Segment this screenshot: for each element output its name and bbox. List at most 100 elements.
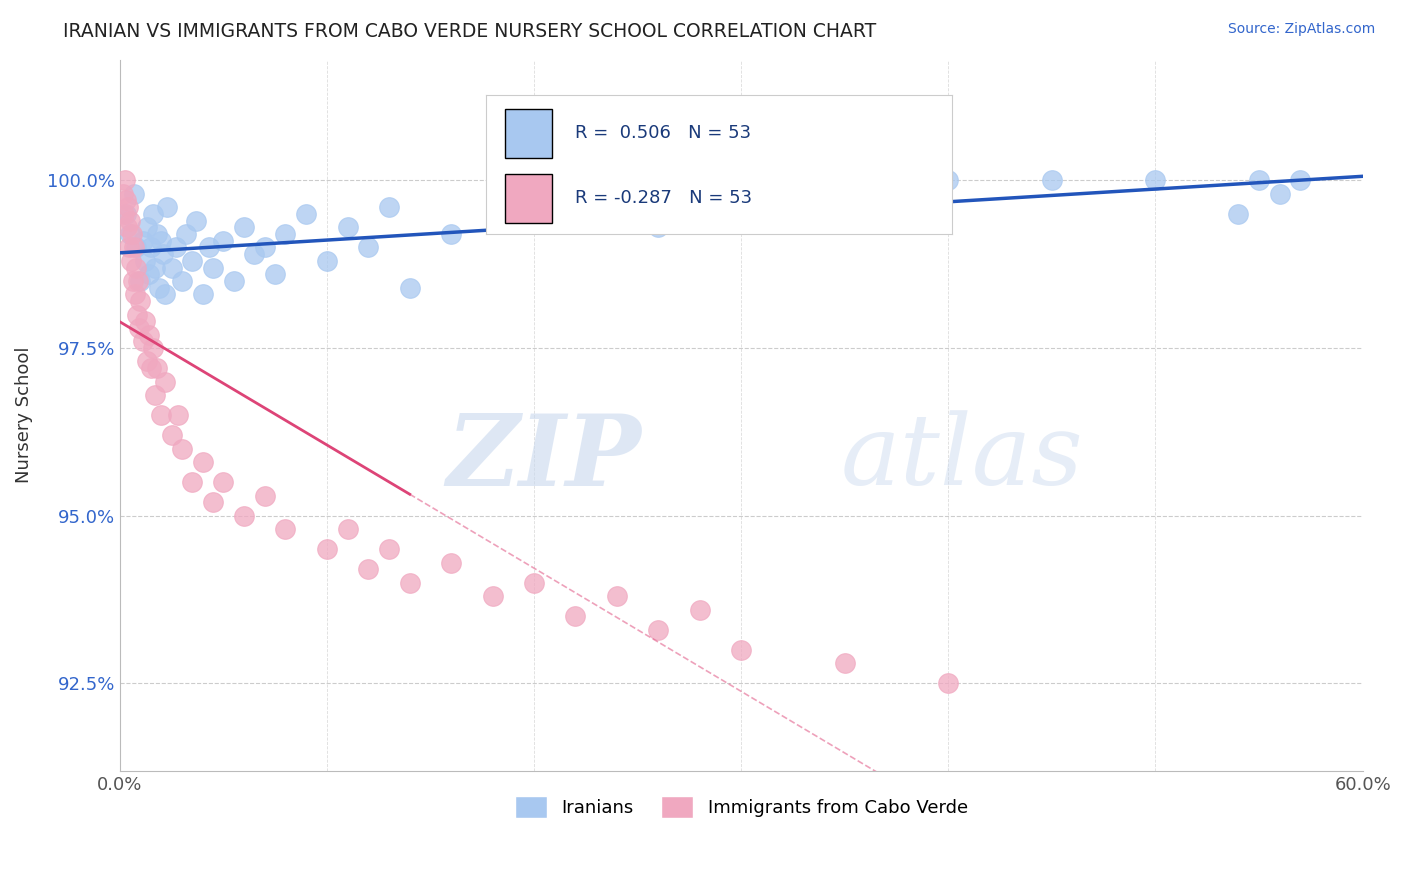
Point	[160, 260, 183, 275]
Point	[295, 207, 318, 221]
Point	[114, 173, 136, 187]
Point	[135, 220, 157, 235]
Point	[117, 200, 139, 214]
Point	[125, 260, 148, 275]
Point	[115, 194, 138, 208]
Text: ZIP: ZIP	[447, 409, 641, 506]
Point	[170, 442, 193, 456]
Point	[398, 575, 420, 590]
Point	[253, 240, 276, 254]
Point	[128, 321, 150, 335]
Point	[146, 361, 169, 376]
Point	[115, 207, 138, 221]
Point	[120, 253, 142, 268]
Text: atlas: atlas	[841, 410, 1084, 506]
Point	[647, 623, 669, 637]
Point	[201, 260, 224, 275]
Point	[198, 240, 221, 254]
Point	[1040, 173, 1063, 187]
Point	[1144, 173, 1167, 187]
Point	[936, 173, 959, 187]
Point	[357, 562, 380, 576]
Point	[143, 388, 166, 402]
Point	[398, 281, 420, 295]
Point	[155, 287, 177, 301]
Point	[111, 186, 134, 201]
Point	[155, 375, 177, 389]
Point	[181, 253, 204, 268]
Point	[253, 489, 276, 503]
Point	[166, 408, 188, 422]
Point	[138, 267, 160, 281]
Point	[502, 207, 524, 221]
Point	[124, 287, 146, 301]
Point	[156, 200, 179, 214]
Point	[122, 186, 145, 201]
Point	[481, 589, 503, 603]
Point	[936, 676, 959, 690]
Point	[134, 314, 156, 328]
Point	[148, 281, 170, 295]
Point	[160, 428, 183, 442]
Point	[274, 227, 297, 241]
Point	[378, 542, 401, 557]
Point	[150, 234, 173, 248]
Point	[127, 274, 149, 288]
Text: IRANIAN VS IMMIGRANTS FROM CABO VERDE NURSERY SCHOOL CORRELATION CHART: IRANIAN VS IMMIGRANTS FROM CABO VERDE NU…	[63, 22, 876, 41]
Point	[122, 240, 145, 254]
Point	[834, 657, 856, 671]
Point	[174, 227, 197, 241]
Point	[564, 609, 586, 624]
Point	[233, 220, 256, 235]
Point	[564, 194, 586, 208]
Point	[139, 361, 162, 376]
Text: Source: ZipAtlas.com: Source: ZipAtlas.com	[1227, 22, 1375, 37]
Point	[316, 253, 339, 268]
Point	[120, 227, 142, 241]
Point	[165, 240, 187, 254]
Point	[606, 589, 628, 603]
Point	[122, 274, 145, 288]
Y-axis label: Nursery School: Nursery School	[15, 347, 32, 483]
Point	[134, 253, 156, 268]
Point	[201, 495, 224, 509]
Point	[336, 220, 359, 235]
Point	[131, 234, 153, 248]
Point	[440, 227, 463, 241]
Point	[142, 207, 165, 221]
Point	[125, 240, 148, 254]
Point	[1227, 207, 1250, 221]
Point	[523, 575, 546, 590]
Point	[142, 341, 165, 355]
Point	[112, 207, 135, 221]
Point	[150, 408, 173, 422]
Point	[378, 200, 401, 214]
Point	[129, 274, 152, 288]
Point	[222, 274, 245, 288]
Legend: Iranians, Immigrants from Cabo Verde: Iranians, Immigrants from Cabo Verde	[508, 789, 976, 826]
Point	[357, 240, 380, 254]
Point	[135, 354, 157, 368]
Point	[233, 508, 256, 523]
Point	[138, 327, 160, 342]
Point	[181, 475, 204, 490]
Point	[647, 220, 669, 235]
Point	[121, 227, 143, 241]
Point	[440, 556, 463, 570]
Point	[689, 603, 711, 617]
Point	[152, 247, 174, 261]
Point	[191, 455, 214, 469]
Point	[146, 227, 169, 241]
Point	[264, 267, 287, 281]
Point	[212, 234, 235, 248]
Point	[212, 475, 235, 490]
Point	[730, 207, 752, 221]
Point	[191, 287, 214, 301]
Point	[118, 240, 141, 254]
Point	[274, 522, 297, 536]
Point	[243, 247, 266, 261]
Point	[336, 522, 359, 536]
Point	[1247, 173, 1270, 187]
Point	[127, 308, 149, 322]
Point	[129, 294, 152, 309]
